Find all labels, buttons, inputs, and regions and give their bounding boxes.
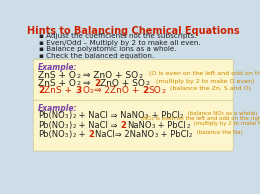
Text: ▪ Even/Odd – Multiply by 2 to make all even.: ▪ Even/Odd – Multiply by 2 to make all e… bbox=[39, 40, 200, 46]
Text: ZnO + SO: ZnO + SO bbox=[101, 79, 145, 88]
Text: Pb(NO: Pb(NO bbox=[38, 111, 65, 120]
Text: (balance the Na): (balance the Na) bbox=[193, 130, 243, 135]
FancyBboxPatch shape bbox=[33, 100, 233, 151]
Text: 3: 3 bbox=[145, 113, 148, 119]
Text: 2: 2 bbox=[76, 81, 80, 86]
Text: NaCl⇒ 2NaNO: NaCl⇒ 2NaNO bbox=[95, 130, 154, 139]
Text: ⇒: ⇒ bbox=[80, 79, 94, 88]
Text: Example:: Example: bbox=[38, 63, 77, 72]
Text: Example:: Example: bbox=[38, 104, 77, 113]
Text: Pb(NO: Pb(NO bbox=[38, 130, 65, 139]
Text: ⇒ ZnO + SO: ⇒ ZnO + SO bbox=[80, 71, 139, 80]
Text: + NaCl ⇒ NaNO: + NaCl ⇒ NaNO bbox=[76, 111, 145, 120]
Text: (balance NO₃ as a whole): (balance NO₃ as a whole) bbox=[184, 111, 257, 116]
Text: 3: 3 bbox=[65, 113, 68, 119]
Text: Pb(NO: Pb(NO bbox=[38, 121, 65, 130]
Text: 2: 2 bbox=[72, 113, 76, 119]
Text: 3: 3 bbox=[65, 133, 68, 138]
Text: Hints to Balancing Chemical Equations: Hints to Balancing Chemical Equations bbox=[27, 26, 239, 36]
Text: (multiply by 2 to make O even): (multiply by 2 to make O even) bbox=[150, 79, 254, 84]
Text: ▪ Adjust the coefficients not the subscripts.: ▪ Adjust the coefficients not the subscr… bbox=[39, 33, 196, 39]
Text: + PbCl: + PbCl bbox=[149, 111, 180, 120]
Text: ▪ Balance polyatomic ions as a whole.: ▪ Balance polyatomic ions as a whole. bbox=[39, 46, 176, 52]
Text: ): ) bbox=[69, 111, 72, 120]
Text: 2: 2 bbox=[146, 81, 150, 86]
Text: +: + bbox=[76, 130, 88, 139]
Text: 2: 2 bbox=[186, 124, 190, 129]
Text: O: O bbox=[82, 86, 89, 95]
Text: + NaCl ⇒: + NaCl ⇒ bbox=[76, 121, 120, 130]
Text: 3: 3 bbox=[154, 133, 158, 138]
Text: 2: 2 bbox=[142, 86, 148, 95]
Text: ): ) bbox=[69, 121, 72, 130]
Text: 2: 2 bbox=[72, 124, 76, 129]
Text: ZnS + O: ZnS + O bbox=[38, 79, 76, 88]
Text: 2: 2 bbox=[38, 86, 44, 95]
Text: 2: 2 bbox=[121, 121, 126, 130]
Text: 2: 2 bbox=[89, 130, 94, 139]
Text: (multiply by 2 to make NO₃ even): (multiply by 2 to make NO₃ even) bbox=[190, 121, 260, 126]
Text: 2: 2 bbox=[139, 74, 143, 79]
Text: SO: SO bbox=[149, 86, 161, 95]
FancyBboxPatch shape bbox=[33, 60, 233, 101]
Text: NaNO: NaNO bbox=[127, 121, 151, 130]
Text: 2: 2 bbox=[89, 89, 94, 94]
Text: ZnS +: ZnS + bbox=[44, 86, 75, 95]
Text: ): ) bbox=[69, 130, 72, 139]
Text: ⇒ 2ZnO +: ⇒ 2ZnO + bbox=[94, 86, 142, 95]
Text: (NO₃ is even on the left and odd on the right): (NO₃ is even on the left and odd on the … bbox=[141, 116, 260, 121]
Text: 2: 2 bbox=[180, 113, 184, 119]
Text: 2: 2 bbox=[162, 89, 166, 94]
Text: 2: 2 bbox=[94, 79, 100, 88]
Text: + PbCl: + PbCl bbox=[158, 130, 189, 139]
Text: (O is even on the left and odd on the right): (O is even on the left and odd on the ri… bbox=[143, 71, 260, 76]
Text: 2: 2 bbox=[189, 133, 193, 138]
Text: ZnS + O: ZnS + O bbox=[38, 71, 76, 80]
Text: 2: 2 bbox=[72, 133, 76, 138]
Text: 2: 2 bbox=[76, 74, 80, 79]
Text: 3: 3 bbox=[65, 124, 68, 129]
Text: 3: 3 bbox=[152, 124, 155, 129]
Text: (balance the Zn, S and O): (balance the Zn, S and O) bbox=[166, 86, 251, 91]
Text: + PbCl: + PbCl bbox=[155, 121, 186, 130]
Text: 3: 3 bbox=[76, 86, 82, 95]
Text: ▪ Check the balanced equation.: ▪ Check the balanced equation. bbox=[39, 53, 154, 59]
